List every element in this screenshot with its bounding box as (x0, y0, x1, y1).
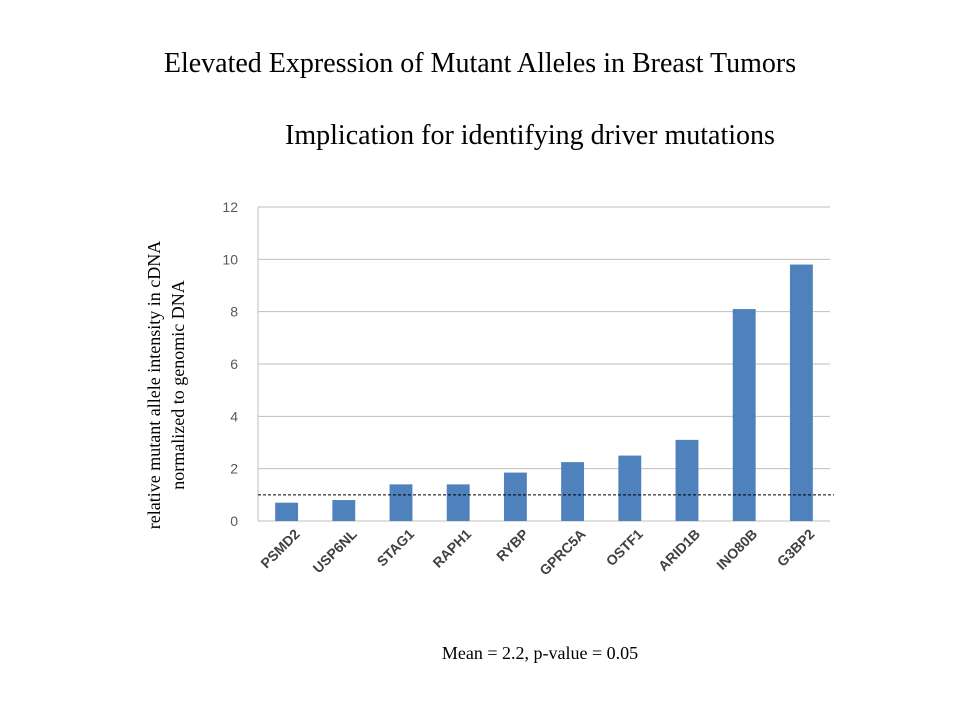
x-tick-label: PSMD2 (257, 526, 303, 572)
y-tick-label: 6 (230, 356, 238, 372)
y-tick-label: 0 (230, 513, 238, 529)
x-tick-label: OSTF1 (603, 526, 646, 569)
y-tick-label: 12 (222, 199, 238, 215)
x-tick-label: G3BP2 (774, 526, 818, 570)
x-tick-label: INO80B (713, 526, 760, 573)
bar-psmd2 (275, 502, 299, 521)
x-tick-label: STAG1 (374, 526, 418, 570)
y-tick-label: 8 (230, 304, 238, 320)
bar-ostf1 (618, 455, 642, 521)
bar-raph1 (446, 484, 470, 521)
x-tick-label: RYBP (493, 526, 531, 564)
x-tick-label: GPRC5A (536, 526, 589, 579)
bar-rybp (503, 472, 527, 521)
stats-caption: Mean = 2.2, p-value = 0.05 (441, 643, 639, 663)
bar-g3bp2 (789, 264, 813, 521)
page-subtitle: Implication for identifying driver mutat… (285, 120, 775, 151)
bar-usp6nl (332, 500, 356, 521)
y-tick-label: 2 (230, 461, 238, 477)
bar-stag1 (389, 484, 413, 521)
bar-arid1b (675, 439, 699, 521)
bar-gprc5a (561, 462, 585, 521)
page-title: Elevated Expression of Mutant Alleles in… (163, 48, 797, 79)
bar-ino80b (732, 309, 756, 521)
y-tick-label: 10 (222, 251, 238, 267)
x-tick-label: RAPH1 (429, 526, 474, 571)
x-tick-label: USP6NL (310, 525, 361, 576)
y-tick-label: 4 (230, 408, 238, 424)
x-tick-label: ARID1B (655, 526, 703, 574)
